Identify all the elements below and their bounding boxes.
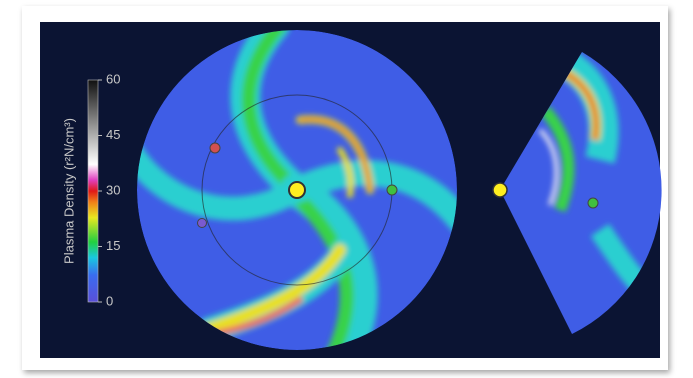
sun [493,183,507,197]
tick-label: 0 [106,293,113,308]
tick-label: 60 [106,71,120,86]
colorbar [88,80,98,302]
tick-label: 30 [106,182,120,197]
tick-label: 45 [106,127,120,142]
planet [387,185,397,195]
planet [210,143,220,153]
page: Plasma Density (r²N/cm³) 015304560 (() =… [0,0,693,378]
figure: Plasma Density (r²N/cm³) 0 15 30 45 60 [0,0,693,378]
sun [289,182,305,198]
tick-label: 15 [106,238,120,253]
planet [198,219,207,228]
colorbar-label: Plasma Density (r²N/cm³) [61,118,76,264]
planet [588,198,598,208]
